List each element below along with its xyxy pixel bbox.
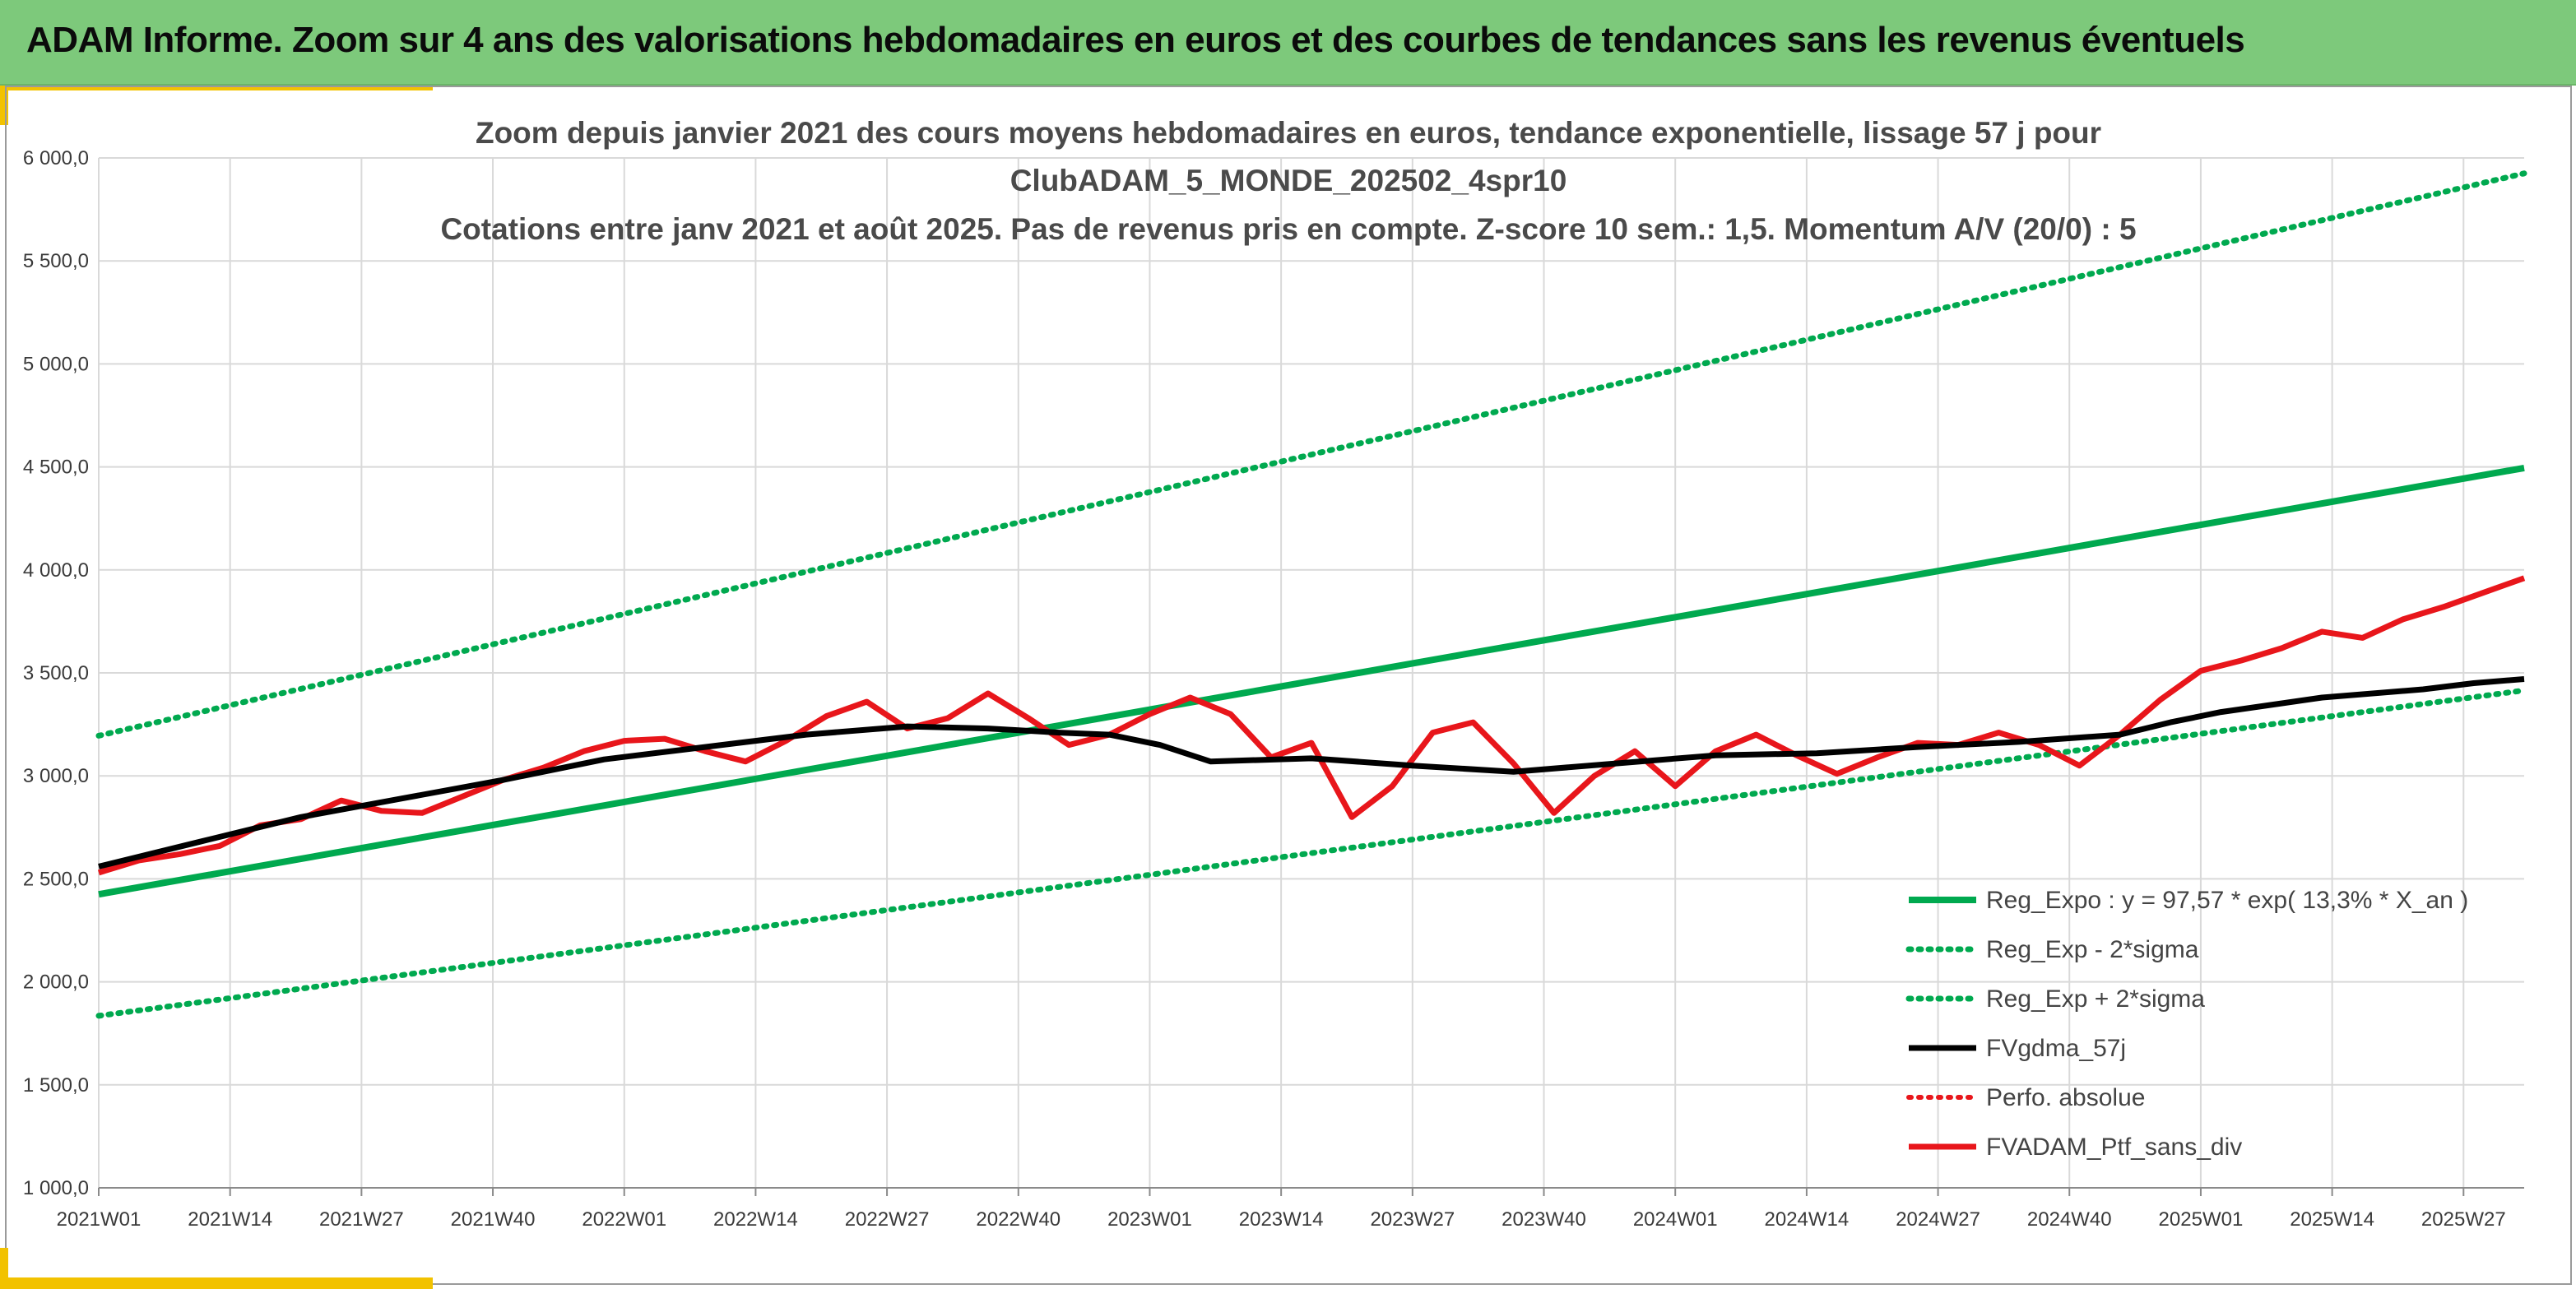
chart-title-line-1: Zoom depuis janvier 2021 des cours moyen… <box>476 116 2101 150</box>
y-tick-label: 3 000,0 <box>23 765 89 787</box>
series-lines <box>95 170 2527 1019</box>
chart-title-line-3: Cotations entre janv 2021 et août 2025. … <box>440 212 2136 246</box>
legend-label: FVADAM_Ptf_sans_div <box>1986 1134 2242 1161</box>
page-title: ADAM Informe. Zoom sur 4 ans des valoris… <box>26 20 2245 60</box>
series-line-3 <box>98 676 2525 869</box>
x-tick-label: 2023W01 <box>1107 1208 1192 1231</box>
x-tick-label: 2021W14 <box>188 1208 272 1231</box>
x-tick-label: 2022W40 <box>976 1208 1061 1231</box>
accent-bar-bottom-left <box>0 1248 8 1287</box>
x-tick-label: 2022W27 <box>845 1208 930 1231</box>
legend-label: FVgdma_57j <box>1986 1035 2126 1062</box>
accent-bar-left <box>0 86 8 125</box>
x-tick-label: 2021W27 <box>319 1208 404 1231</box>
legend-label: Reg_Exp + 2*sigma <box>1986 985 2205 1013</box>
y-axis: 1 000,0 1 500,0 2 000,0 2 500,0 3 000,0 3 500… <box>23 147 89 1199</box>
series-line-0 <box>98 464 2525 898</box>
x-tick-label: 2021W40 <box>451 1208 536 1231</box>
series-line-1 <box>95 687 2527 1019</box>
y-tick-label: 5 500,0 <box>23 250 89 272</box>
y-tick-label: 6 000,0 <box>23 147 89 169</box>
y-tick-label: 4 000,0 <box>23 559 89 582</box>
y-tick-label: 1 500,0 <box>23 1074 89 1097</box>
chart-title: Zoom depuis janvier 2021 des cours moyen… <box>440 116 2136 246</box>
accent-bar-top <box>0 86 433 90</box>
y-tick-label: 2 500,0 <box>23 868 89 890</box>
x-tick-label: 2024W40 <box>2027 1208 2112 1231</box>
grid <box>98 157 2524 1189</box>
y-tick-label: 4 500,0 <box>23 457 89 479</box>
legend-label: Reg_Exp - 2*sigma <box>1986 936 2199 963</box>
x-tick-label: 2025W27 <box>2421 1208 2506 1231</box>
series-line-2 <box>95 170 2527 739</box>
x-axis: 2021W01 2021W14 2021W27 2021W40 2022W01 2022W… <box>57 1187 2524 1231</box>
x-tick-label: 2025W14 <box>2290 1208 2374 1231</box>
y-tick-label: 3 500,0 <box>23 662 89 684</box>
x-tick-label: 2022W01 <box>582 1208 666 1231</box>
y-tick-label: 5 000,0 <box>23 353 89 375</box>
accent-bar-bottom <box>0 1277 433 1289</box>
legend: Reg_Expo : y = 97,57 * exp( 13,3% * X_an… <box>1905 887 2468 1161</box>
y-tick-label: 2 000,0 <box>23 971 89 994</box>
legend-label: Perfo. absolue <box>1986 1084 2145 1111</box>
legend-label: Reg_Expo : y = 97,57 * exp( 13,3% * X_an… <box>1986 887 2468 914</box>
x-tick-label: 2024W01 <box>1633 1208 1718 1231</box>
x-tick-label: 2024W27 <box>1896 1208 1980 1231</box>
x-tick-label: 2023W40 <box>1502 1208 1586 1231</box>
header-banner: ADAM Informe. Zoom sur 4 ans des valoris… <box>0 0 2576 86</box>
x-tick-label: 2022W14 <box>713 1208 798 1231</box>
chart-title-line-2: ClubADAM_5_MONDE_202502_4spr10 <box>1010 164 1567 197</box>
x-tick-label: 2024W14 <box>1765 1208 1850 1231</box>
chart-frame <box>5 86 2572 1285</box>
x-tick-label: 2023W27 <box>1370 1208 1455 1231</box>
x-tick-label: 2021W01 <box>57 1208 142 1231</box>
x-tick-label: 2023W14 <box>1239 1208 1324 1231</box>
x-tick-label: 2025W01 <box>2159 1208 2244 1231</box>
y-tick-label: 1 000,0 <box>23 1177 89 1199</box>
